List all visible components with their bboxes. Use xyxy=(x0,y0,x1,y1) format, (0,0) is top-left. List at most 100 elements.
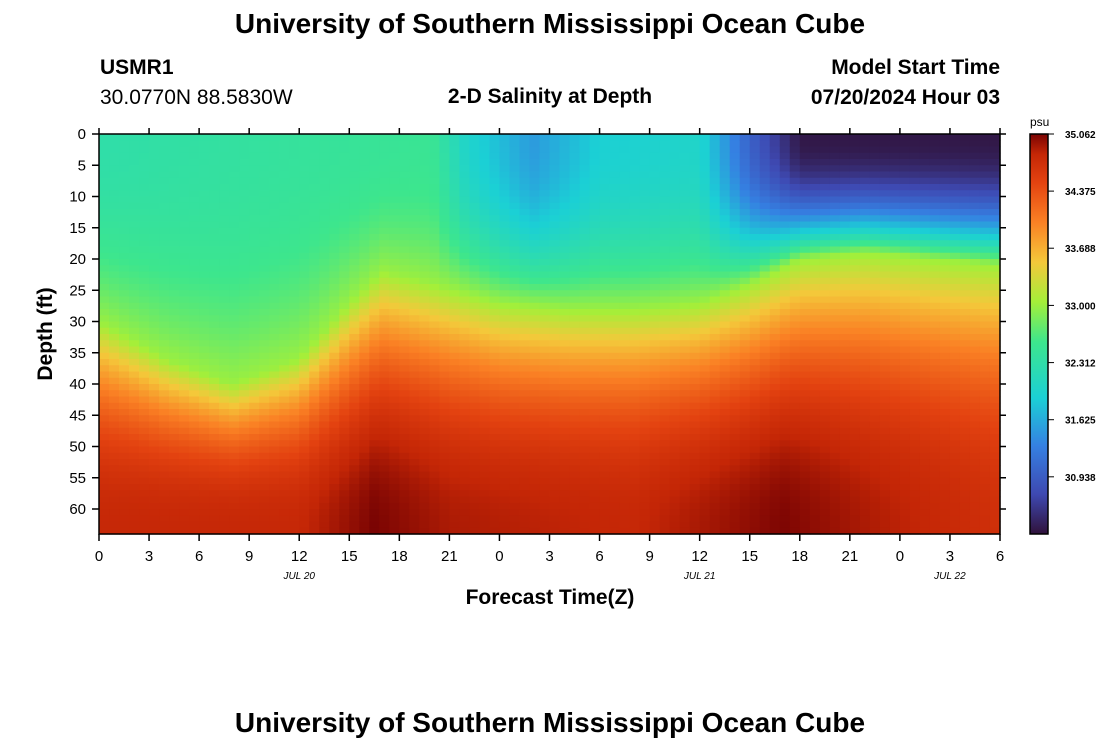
heatmap-cell xyxy=(339,252,350,260)
heatmap-cell xyxy=(809,171,821,179)
heatmap-cell xyxy=(859,202,871,210)
heatmap-cell xyxy=(139,452,150,460)
heatmap-cell xyxy=(539,196,551,204)
heatmap-cell xyxy=(149,340,160,348)
heatmap-cell xyxy=(349,477,360,485)
heatmap-cell xyxy=(169,240,180,248)
heatmap-cell xyxy=(799,171,811,179)
heatmap-cell xyxy=(599,365,611,373)
heatmap-cell xyxy=(859,327,871,335)
heatmap-cell xyxy=(129,315,140,323)
heatmap-cell xyxy=(429,296,440,304)
heatmap-cell xyxy=(669,209,681,216)
heatmap-cell xyxy=(859,446,871,454)
heatmap-cell xyxy=(389,159,400,166)
heatmap-cell xyxy=(639,327,651,335)
heatmap-cell xyxy=(389,484,400,491)
heatmap-cell xyxy=(359,396,370,404)
heatmap-cell xyxy=(759,384,771,391)
heatmap-cell xyxy=(429,327,440,335)
heatmap-cell xyxy=(569,259,581,266)
heatmap-cell xyxy=(499,134,511,141)
heatmap-cell xyxy=(839,302,851,310)
heatmap-cell xyxy=(159,209,170,216)
heatmap-cell xyxy=(249,302,260,310)
heatmap-cell xyxy=(519,384,531,391)
heatmap-cell xyxy=(509,415,521,423)
heatmap-cell xyxy=(549,340,561,348)
heatmap-cell xyxy=(529,446,541,454)
heatmap-cell xyxy=(379,246,390,254)
heatmap-cell xyxy=(849,146,861,154)
heatmap-cell xyxy=(769,265,781,273)
heatmap-cell xyxy=(109,365,120,373)
heatmap-cell xyxy=(279,246,290,254)
heatmap-cell xyxy=(499,159,511,166)
heatmap-cell xyxy=(519,477,531,485)
model-start-value: 07/20/2024 Hour 03 xyxy=(810,86,1000,109)
heatmap-cell xyxy=(629,177,641,185)
heatmap-cell xyxy=(609,190,621,198)
heatmap-cell xyxy=(789,477,801,485)
heatmap-cell xyxy=(539,277,551,285)
heatmap-cell xyxy=(399,134,410,141)
heatmap-cell xyxy=(129,421,140,429)
heatmap-cell xyxy=(219,259,230,266)
heatmap-cell xyxy=(569,446,581,454)
heatmap-cell xyxy=(489,365,501,373)
heatmap-cell xyxy=(439,515,450,523)
heatmap-cell xyxy=(279,434,290,441)
heatmap-cell xyxy=(539,265,551,273)
heatmap-cell xyxy=(519,302,531,310)
heatmap-cell xyxy=(449,309,460,316)
heatmap-cell xyxy=(669,409,681,416)
heatmap-cell xyxy=(829,234,841,241)
heatmap-cell xyxy=(399,452,410,460)
heatmap-cell xyxy=(199,277,210,285)
heatmap-cell xyxy=(559,527,571,535)
heatmap-cell xyxy=(399,327,410,335)
heatmap-cell xyxy=(649,134,661,141)
heatmap-cell xyxy=(359,259,370,266)
heatmap-cell xyxy=(149,440,160,448)
heatmap-cell xyxy=(449,277,460,285)
heatmap-cell xyxy=(239,446,250,454)
heatmap-cell xyxy=(179,377,190,385)
heatmap-cell xyxy=(459,477,471,485)
heatmap-cell xyxy=(329,415,340,423)
heatmap-cell xyxy=(559,290,571,298)
heatmap-cell xyxy=(189,202,200,210)
heatmap-cell xyxy=(679,302,691,310)
heatmap-cell xyxy=(109,415,120,423)
heatmap-cell xyxy=(829,421,841,429)
heatmap-cell xyxy=(729,209,741,216)
heatmap-cell xyxy=(99,159,110,166)
heatmap-cell xyxy=(179,521,190,529)
heatmap-cell xyxy=(289,346,300,354)
heatmap-cell xyxy=(509,359,521,366)
heatmap-cell xyxy=(779,240,791,248)
heatmap-cell xyxy=(729,465,741,473)
heatmap-cell xyxy=(249,340,260,348)
heatmap-cell xyxy=(809,377,821,385)
heatmap-cell xyxy=(279,134,290,141)
heatmap-cell xyxy=(99,315,110,323)
heatmap-cell xyxy=(419,477,430,485)
heatmap-cell xyxy=(219,446,230,454)
heatmap-cell xyxy=(769,277,781,285)
heatmap-cell xyxy=(309,346,320,354)
heatmap-cell xyxy=(419,221,430,229)
heatmap-cell xyxy=(619,471,631,479)
heatmap-cell xyxy=(679,152,691,160)
heatmap-cell xyxy=(649,459,661,466)
heatmap-cell xyxy=(369,490,380,498)
heatmap-cell xyxy=(129,359,140,366)
heatmap-cell xyxy=(609,396,621,404)
heatmap-cell xyxy=(709,209,721,216)
heatmap-cell xyxy=(179,171,190,179)
heatmap-cell xyxy=(699,327,711,335)
heatmap-cell xyxy=(679,246,691,254)
heatmap-cell xyxy=(579,334,591,341)
heatmap-cell xyxy=(429,490,440,498)
heatmap-cell xyxy=(619,396,631,404)
